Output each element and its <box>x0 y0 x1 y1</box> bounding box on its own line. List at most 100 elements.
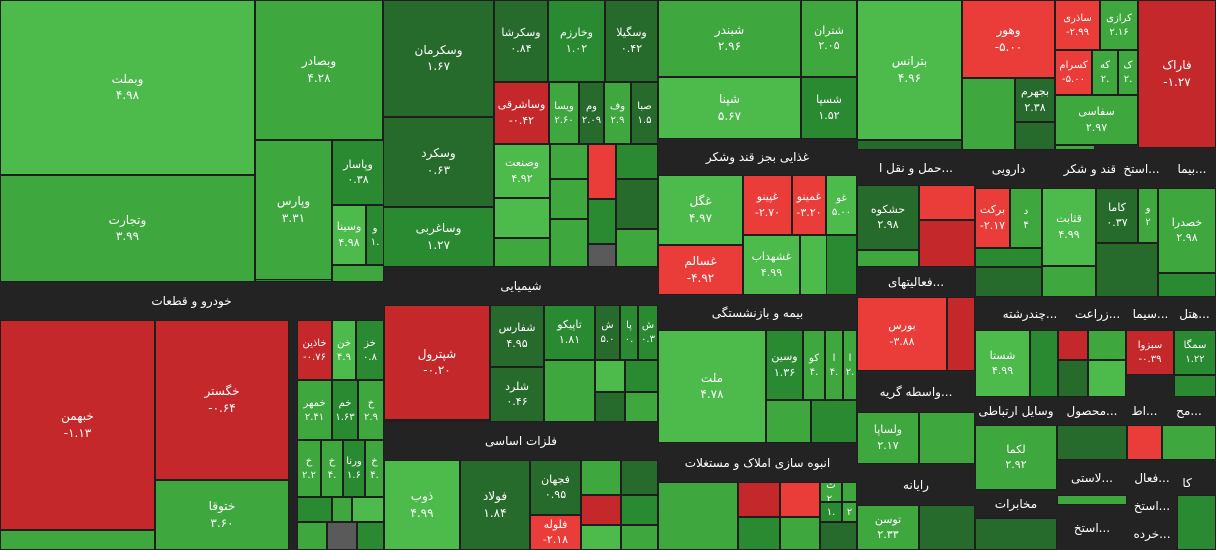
stock-tile[interactable]: ویسا ۲.۶۰ <box>549 82 579 144</box>
stock-tile[interactable]: وم ۲.۰۹ <box>579 82 604 144</box>
sector-header: خودرو و قطعات <box>0 282 383 320</box>
stock-tile[interactable]: کو ۴. <box>803 330 825 400</box>
stock-symbol: وساغربی <box>415 221 462 236</box>
stock-tile[interactable]: فجهان ۰.۹۵ <box>530 460 581 515</box>
stock-tile[interactable]: خگستر -۰.۶۴ <box>155 320 289 480</box>
stock-symbol: ملت <box>700 370 724 385</box>
filler-tile <box>494 198 550 238</box>
stock-tile[interactable]: ش ۵.۰ <box>595 305 620 360</box>
stock-tile[interactable]: غسالم -۴.۹۲ <box>658 245 743 295</box>
stock-tile[interactable]: ۱. <box>820 502 842 522</box>
stock-tile[interactable]: وبملت ۴.۹۸ <box>0 0 255 175</box>
stock-tile[interactable]: ملت ۴.۷۸ <box>658 330 766 443</box>
stock-change-label: ۴.۹۹ <box>760 265 783 279</box>
stock-tile[interactable]: شپترول -۰.۲۰ <box>384 305 490 420</box>
stock-tile[interactable]: شسپا ۱.۵۲ <box>801 77 857 139</box>
stock-tile[interactable]: غو ۵.۰۰ <box>826 175 857 235</box>
stock-tile[interactable]: کرازی ۲.۱۶ <box>1100 0 1138 50</box>
stock-tile[interactable]: شلرد ۰.۴۶ <box>490 367 544 422</box>
stock-tile[interactable]: برکت -۲.۱۷ <box>975 188 1010 248</box>
stock-tile[interactable]: ش ۰.۳ <box>638 305 658 360</box>
stock-tile[interactable]: خ ۲.۹ <box>358 380 384 440</box>
stock-tile[interactable]: صبا ۱.۵ <box>631 82 658 144</box>
stock-tile[interactable]: ختوقا ۳.۶۰ <box>155 480 289 550</box>
stock-tile[interactable]: غمینو -۳.۲۰ <box>792 175 826 235</box>
stock-tile[interactable]: شستا ۴.۹۹ <box>975 330 1030 397</box>
stock-tile[interactable]: ث ۲. <box>820 482 842 502</box>
filler-tile <box>820 522 857 550</box>
stock-tile[interactable]: خ ۴. <box>321 440 343 497</box>
stock-tile[interactable]: شفارس ۴.۹۵ <box>490 305 544 367</box>
stock-change-label: ۱.۰۲ <box>565 41 588 55</box>
stock-tile[interactable]: فاراک -۱.۲۷ <box>1138 0 1216 148</box>
stock-tile[interactable]: خ ۴. <box>365 440 384 497</box>
stock-tile[interactable]: خصدرا ۲.۹۸ <box>1158 188 1216 273</box>
stock-tile[interactable]: حشکوه ۲.۹۸ <box>857 185 919 250</box>
stock-tile[interactable]: وخارزم ۱.۰۲ <box>548 0 605 82</box>
stock-tile[interactable]: وسکرشا ۰.۸۴ <box>494 0 548 82</box>
stock-tile[interactable]: خبهمن -۱.۱۳ <box>0 320 155 530</box>
stock-tile[interactable]: خن ۴.۹ <box>332 320 356 380</box>
stock-tile[interactable]: خم ۱.۶۳ <box>332 380 358 440</box>
stock-tile[interactable]: ورنا ۱.۶ <box>343 440 365 497</box>
stock-tile[interactable]: ولساپا ۲.۱۷ <box>857 412 919 464</box>
stock-tile[interactable]: شتران ۲.۰۵ <box>801 0 857 77</box>
stock-tile[interactable]: سبزوا -۰.۳۹ <box>1126 330 1174 375</box>
stock-tile[interactable]: وسکرمان ۱.۶۷ <box>383 0 494 117</box>
stock-tile[interactable]: وتجارت ۳.۹۹ <box>0 175 255 282</box>
stock-change-label: ۴.۹۷ <box>688 210 713 225</box>
stock-tile[interactable]: لکما ۲.۹۲ <box>975 425 1057 490</box>
stock-tile[interactable]: بورس -۳.۸۸ <box>857 297 947 371</box>
stock-tile[interactable]: وپارس ۳.۳۱ <box>255 140 332 280</box>
stock-tile[interactable]: وسین ۱.۳۶ <box>766 330 803 400</box>
stock-tile[interactable]: سمگا ۱.۲۲ <box>1174 330 1216 375</box>
stock-tile[interactable]: وپاسار ۰.۳۸ <box>332 140 384 205</box>
stock-tile[interactable]: ک ۲. <box>1118 50 1138 95</box>
stock-tile[interactable]: خاذین -۰.۷۶ <box>297 320 332 380</box>
stock-tile[interactable]: خز ۰.۸ <box>356 320 384 380</box>
stock-tile[interactable]: بترانس ۴.۹۶ <box>857 0 962 140</box>
stock-tile[interactable]: خ ۲.۲ <box>297 440 321 497</box>
stock-tile[interactable]: وهور -۵.۰۰ <box>962 0 1055 78</box>
stock-tile[interactable]: فلوله -۲.۱۸ <box>530 515 581 550</box>
stock-tile[interactable]: کسرام -۵.۰۰ <box>1055 50 1092 95</box>
stock-tile[interactable]: وسینا ۴.۹۸ <box>332 205 366 265</box>
stock-tile[interactable]: ذوب ۴.۹۹ <box>384 460 460 550</box>
stock-tile[interactable]: ا ۴. <box>825 330 843 400</box>
stock-tile[interactable]: قثابت ۴.۹۹ <box>1042 188 1096 266</box>
stock-change-label: ۴.۹۸ <box>338 235 360 249</box>
stock-tile[interactable]: وبصادر ۴.۲۸ <box>255 0 383 140</box>
stock-tile[interactable]: ساذری -۲.۹۹ <box>1055 0 1100 50</box>
stock-tile[interactable]: فولاد ۱.۸۴ <box>460 460 530 550</box>
stock-tile[interactable]: شپنا ۵.۶۷ <box>658 77 801 139</box>
stock-tile[interactable]: غپینو -۲.۷۰ <box>743 175 792 235</box>
stock-symbol: خبهمن <box>61 409 94 424</box>
stock-tile[interactable]: وساغربی ۱.۲۷ <box>383 207 494 267</box>
stock-change-label: ۱.۶۷ <box>426 59 451 73</box>
stock-tile[interactable]: و ۱. <box>366 205 384 265</box>
stock-tile[interactable]: کاما ۰.۳۷ <box>1096 188 1138 243</box>
stock-tile[interactable]: وف ۲.۹ <box>604 82 631 144</box>
stock-tile[interactable]: سفاسی ۲.۹۷ <box>1055 95 1138 145</box>
stock-tile[interactable]: توسن ۲.۳۳ <box>857 505 919 550</box>
stock-change-label: ۲.۰۵ <box>818 39 840 52</box>
stock-tile[interactable]: وسگیلا ۰.۴۲ <box>605 0 658 82</box>
stock-tile[interactable]: شبندر ۲.۹۶ <box>658 0 801 77</box>
stock-tile[interactable]: خمهر ۲.۴۱ <box>297 380 332 440</box>
stock-change-label: ۱.۵ <box>637 114 652 126</box>
stock-tile[interactable]: وسکرد ۰.۶۳ <box>383 117 494 207</box>
stock-tile[interactable]: ۲ <box>842 502 857 522</box>
stock-tile[interactable]: غشهداب ۴.۹۹ <box>743 235 800 295</box>
stock-tile[interactable]: وساشرقی -۰.۴۲ <box>494 82 549 144</box>
stock-tile[interactable]: وصنعت ۴.۹۲ <box>494 144 550 198</box>
stock-symbol: ولساپا <box>873 423 903 437</box>
stock-tile[interactable]: غگل ۴.۹۷ <box>658 175 743 245</box>
stock-tile[interactable]: پا ۰. <box>620 305 638 360</box>
stock-tile[interactable]: بجهرم ۲.۳۸ <box>1015 78 1055 122</box>
stock-tile[interactable]: تاپیکو ۱.۸۱ <box>544 305 595 360</box>
stock-tile[interactable]: ا ۲. <box>843 330 857 400</box>
stock-symbol: ذوب <box>410 489 434 504</box>
stock-tile[interactable]: که ۲. <box>1092 50 1118 95</box>
